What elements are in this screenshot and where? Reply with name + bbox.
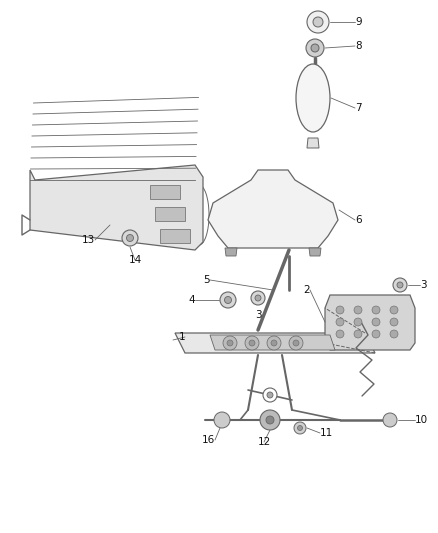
Circle shape (372, 318, 380, 326)
Circle shape (336, 330, 344, 338)
Circle shape (311, 44, 319, 52)
Circle shape (225, 296, 232, 303)
Polygon shape (208, 170, 338, 248)
Circle shape (263, 388, 277, 402)
Circle shape (354, 318, 362, 326)
Circle shape (372, 330, 380, 338)
Circle shape (354, 306, 362, 314)
Circle shape (293, 340, 299, 346)
Text: 16: 16 (202, 435, 215, 445)
Circle shape (245, 336, 259, 350)
Circle shape (313, 17, 323, 27)
Text: 4: 4 (188, 295, 195, 305)
Text: 12: 12 (258, 437, 271, 447)
Circle shape (393, 278, 407, 292)
Text: 1: 1 (178, 332, 185, 342)
Circle shape (214, 412, 230, 428)
Circle shape (267, 336, 281, 350)
Circle shape (251, 291, 265, 305)
Polygon shape (155, 207, 185, 221)
Circle shape (336, 306, 344, 314)
Polygon shape (225, 248, 237, 256)
Circle shape (307, 11, 329, 33)
Circle shape (372, 306, 380, 314)
Circle shape (266, 416, 274, 424)
Ellipse shape (296, 64, 330, 132)
Polygon shape (210, 335, 335, 350)
Text: 7: 7 (355, 103, 362, 113)
Text: 9: 9 (355, 17, 362, 27)
Circle shape (390, 306, 398, 314)
Polygon shape (160, 229, 190, 243)
Circle shape (397, 282, 403, 288)
Text: 3: 3 (420, 280, 427, 290)
Circle shape (122, 230, 138, 246)
Polygon shape (150, 185, 180, 199)
Circle shape (383, 413, 397, 427)
Circle shape (306, 39, 324, 57)
Polygon shape (325, 295, 415, 350)
Circle shape (336, 318, 344, 326)
Circle shape (260, 410, 280, 430)
Circle shape (289, 336, 303, 350)
Text: 13: 13 (82, 235, 95, 245)
Circle shape (267, 392, 273, 398)
Circle shape (271, 340, 277, 346)
Circle shape (297, 425, 303, 431)
Polygon shape (309, 248, 321, 256)
Polygon shape (307, 138, 319, 148)
Polygon shape (175, 333, 375, 353)
Circle shape (390, 330, 398, 338)
Text: 3: 3 (254, 310, 261, 320)
Circle shape (255, 295, 261, 301)
Text: 6: 6 (355, 215, 362, 225)
Text: 10: 10 (415, 415, 428, 425)
Circle shape (223, 336, 237, 350)
Circle shape (294, 422, 306, 434)
Polygon shape (30, 165, 203, 250)
Circle shape (354, 330, 362, 338)
Circle shape (249, 340, 255, 346)
Circle shape (220, 292, 236, 308)
Text: 5: 5 (203, 275, 210, 285)
Circle shape (390, 318, 398, 326)
Text: 8: 8 (355, 41, 362, 51)
Text: 14: 14 (128, 255, 141, 265)
Circle shape (127, 235, 134, 241)
Circle shape (227, 340, 233, 346)
Text: 2: 2 (304, 285, 310, 295)
Text: 11: 11 (320, 428, 333, 438)
